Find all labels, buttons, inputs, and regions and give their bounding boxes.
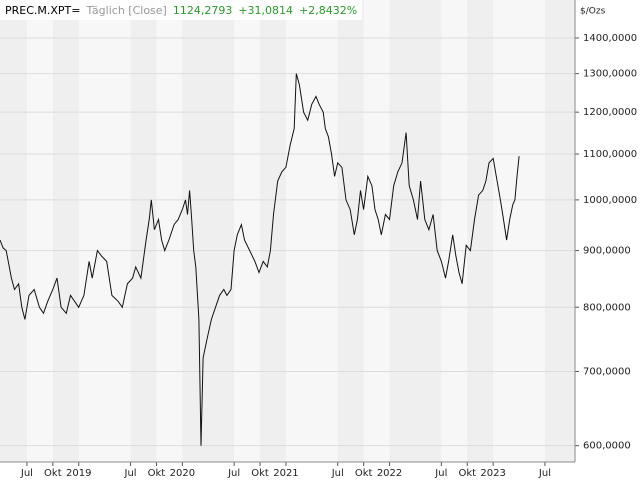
band [337, 0, 364, 462]
header: PREC.M.XPT= Täglich [Close] 1124,2793 +3… [0, 0, 363, 20]
x-tick-label: Okt [458, 468, 476, 479]
x-tick-label: Jul [227, 468, 240, 479]
x-tick-label: 2019 [66, 468, 91, 479]
band [544, 0, 575, 462]
x-tick-label: Jul [434, 468, 447, 479]
y-tick-label: 800,0000 [583, 302, 631, 313]
change: +31,0814 [238, 3, 294, 17]
x-tick-label: Okt [251, 468, 269, 479]
x-tick-label: 2020 [170, 468, 195, 479]
y-tick-label: 700,0000 [583, 367, 631, 378]
band [260, 0, 286, 462]
x-tick-label: 2022 [377, 468, 402, 479]
x-tick-label: Okt [355, 468, 373, 479]
y-tick-label: 900,0000 [583, 246, 631, 257]
x-tick-label: Jul [538, 468, 551, 479]
band [182, 0, 235, 462]
x-tick-label: 2021 [273, 468, 298, 479]
band [130, 0, 157, 462]
y-tick-label: 1400,0000 [583, 33, 637, 44]
band [0, 0, 27, 462]
band [52, 0, 79, 462]
unit-label: $/Ozs [580, 7, 606, 17]
interval: Täglich [Close] [86, 3, 167, 17]
x-tick-label: 2023 [480, 468, 505, 479]
change-percent: +2,8432% [299, 3, 358, 17]
last-price: 1124,2793 [172, 3, 233, 17]
y-tick-label: 1200,0000 [583, 107, 637, 118]
band [467, 0, 494, 462]
price-line [0, 73, 520, 446]
band [389, 0, 442, 462]
y-tick-label: 1000,0000 [583, 195, 637, 206]
y-tick-label: 1100,0000 [583, 149, 637, 160]
x-tick-label: Okt [148, 468, 166, 479]
x-tick-label: Jul [331, 468, 344, 479]
y-tick-label: 1300,0000 [583, 69, 637, 80]
symbol: PREC.M.XPT= [5, 3, 81, 17]
x-tick-label: Okt [44, 468, 62, 479]
x-tick-label: Jul [124, 468, 137, 479]
x-tick-label: Jul [20, 468, 33, 479]
y-tick-label: 600,0000 [583, 441, 631, 452]
